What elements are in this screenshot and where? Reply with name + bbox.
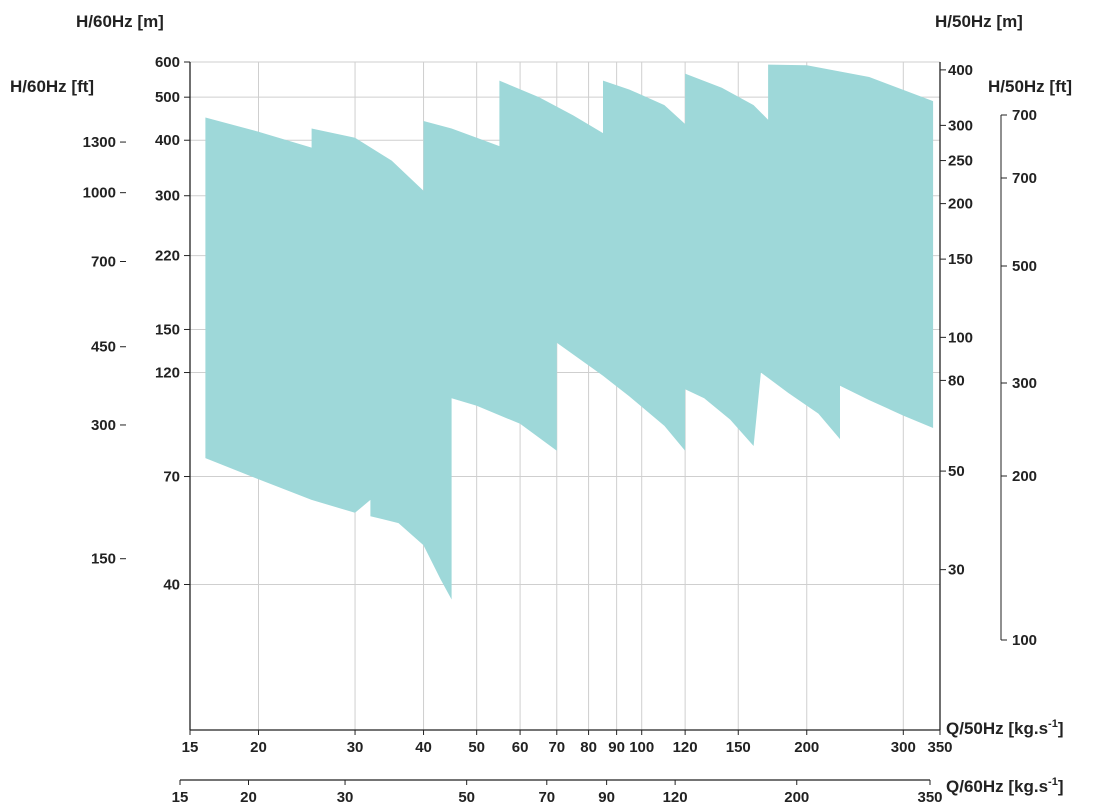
y-right-ft-tick-label: 700	[1012, 107, 1037, 124]
x-50hz-label-text: Q/50Hz [kg.s	[946, 719, 1048, 738]
y-right-m-tick-label: 300	[948, 117, 973, 134]
y-right-ft-tick-label: 300	[1012, 375, 1037, 392]
x-60hz-label: Q/60Hz [kg.s-1]	[946, 776, 1064, 796]
y-right-m-tick-label: 100	[948, 329, 973, 346]
x-50hz-tick-label: 50	[468, 739, 485, 756]
y-right-m-label: H/50Hz [m]	[935, 12, 1023, 31]
y-left-m-tick-label: 120	[155, 365, 180, 382]
y-right-ft-tick-label: 100	[1012, 632, 1037, 649]
tick-labels: 600 500 400 300 220 150 120 70 40 1300 1000 700 450 3…	[83, 54, 1037, 806]
y-left-ft-tick-label: 150	[91, 551, 116, 568]
y-left-ft-tick-label: 300	[91, 417, 116, 434]
x-50hz-tick-label: 90	[608, 739, 625, 756]
y-left-m-tick-label: 220	[155, 248, 180, 265]
x-50hz-tick-label: 40	[415, 739, 432, 756]
y-left-m-tick-label: 400	[155, 132, 180, 149]
x-60hz-tick-label: 350	[917, 789, 942, 806]
y-left-ft-label: H/60Hz [ft]	[10, 77, 94, 96]
x-50hz-tick-label: 120	[673, 739, 698, 756]
y-right-ft-tick-label: 700	[1012, 170, 1037, 187]
x-50hz-label-close: ]	[1058, 719, 1064, 738]
y-left-ft-tick-label: 1300	[83, 134, 116, 151]
x-60hz-tick-label: 20	[240, 789, 257, 806]
y-left-m-tick-label: 300	[155, 188, 180, 205]
y-left-m-tick-label: 150	[155, 321, 180, 338]
y-right-m-tick-label: 250	[948, 153, 973, 170]
y-right-m-tick-label: 150	[948, 251, 973, 268]
y-right-m-tick-label: 50	[948, 463, 965, 480]
x-50hz-tick-label: 100	[629, 739, 654, 756]
x-50hz-label: Q/50Hz [kg.s-1]	[946, 718, 1064, 738]
x-50hz-tick-label: 200	[794, 739, 819, 756]
x-60hz-tick-label: 30	[337, 789, 354, 806]
x-50hz-label-sup: -1	[1048, 718, 1058, 730]
y-right-m-tick-label: 30	[948, 562, 965, 579]
y-left-ft-tick-label: 450	[91, 339, 116, 356]
x-50hz-tick-label: 150	[726, 739, 751, 756]
x-60hz-tick-label: 50	[458, 789, 475, 806]
y-left-m-tick-label: 600	[155, 54, 180, 71]
x-50hz-tick-label: 70	[548, 739, 565, 756]
x-50hz-tick-label: 15	[182, 739, 199, 756]
x-50hz-tick-label: 20	[250, 739, 267, 756]
x-60hz-label-close: ]	[1058, 777, 1064, 796]
y-left-m-label: H/60Hz [m]	[76, 12, 164, 31]
performance-area-polygon	[205, 64, 934, 600]
y-right-ft-label: H/50Hz [ft]	[988, 77, 1072, 96]
y-left-m-tick-label: 70	[163, 469, 180, 486]
x-60hz-tick-label: 70	[538, 789, 555, 806]
x-50hz-tick-label: 300	[891, 739, 916, 756]
y-right-m-tick-label: 80	[948, 372, 965, 389]
y-right-ft-tick-label: 500	[1012, 258, 1037, 275]
y-left-ft-tick-label: 1000	[83, 185, 116, 202]
y-right-m-tick-label: 400	[948, 62, 973, 79]
x-50hz-tick-label: 30	[347, 739, 364, 756]
x-50hz-tick-label: 80	[580, 739, 597, 756]
axes	[120, 61, 1007, 785]
y-right-ft-tick-label: 200	[1012, 468, 1037, 485]
x-60hz-tick-label: 120	[663, 789, 688, 806]
x-60hz-tick-label: 90	[598, 789, 615, 806]
y-left-m-tick-label: 500	[155, 89, 180, 106]
x-60hz-tick-label: 200	[784, 789, 809, 806]
x-60hz-label-sup: -1	[1048, 776, 1058, 788]
y-left-ft-tick-label: 700	[91, 253, 116, 270]
x-60hz-label-text: Q/60Hz [kg.s	[946, 777, 1048, 796]
x-50hz-tick-label: 350	[927, 739, 952, 756]
y-right-m-tick-label: 200	[948, 196, 973, 213]
performance-area	[205, 64, 934, 600]
x-50hz-tick-label: 60	[512, 739, 529, 756]
y-left-m-tick-label: 40	[163, 576, 180, 593]
x-60hz-tick-label: 15	[172, 789, 189, 806]
